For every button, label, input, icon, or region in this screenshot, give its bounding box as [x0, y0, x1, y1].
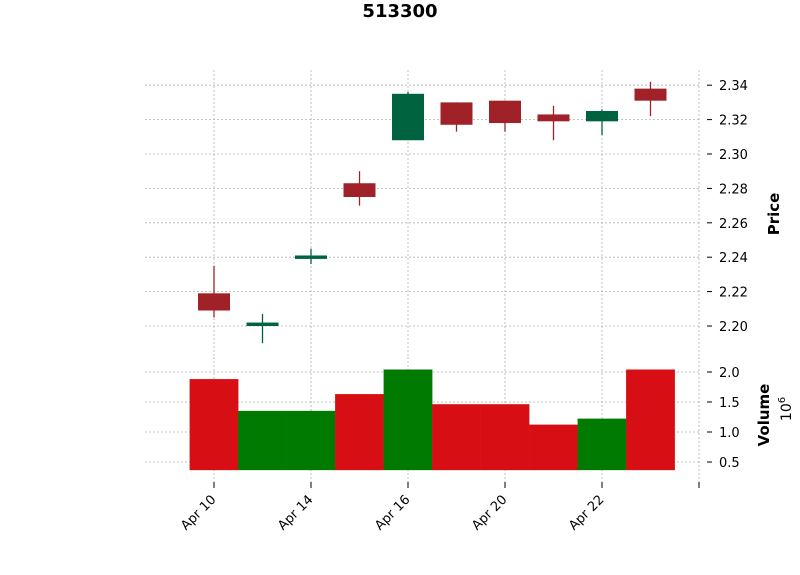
x-axis: Apr 10 Apr 14 Apr 16 Apr 20 Apr 22: [178, 482, 700, 534]
candles: [198, 81, 667, 344]
candle-body-down: [440, 102, 473, 125]
price-tick-label: 2.26: [719, 217, 748, 232]
price-tick-label: 2.22: [719, 286, 748, 301]
candle-body-down: [489, 100, 521, 124]
volume-tick-label: 1.0: [719, 426, 740, 441]
volume-tick-label: 0.5: [719, 456, 740, 471]
price-axis: 2.20 2.22 2.24 2.26 2.28 2.30 2.32 2.34: [707, 79, 748, 335]
x-tick-label: Apr 16: [372, 492, 413, 533]
volume-bar-down: [626, 369, 675, 471]
volume-exponent-base: 10: [779, 403, 795, 421]
price-tick-label: 2.34: [719, 79, 748, 94]
price-tick-label: 2.32: [719, 114, 748, 129]
price-tick-label: 2.28: [719, 182, 748, 197]
price-tick-label: 2.24: [719, 251, 748, 266]
volume-axis: 0.5 1.0 1.5 2.0: [707, 366, 740, 471]
candle-body-down: [537, 114, 570, 122]
volume-bar-down: [432, 404, 481, 471]
volume-bar-up: [577, 418, 627, 471]
volume-bar-up: [238, 410, 287, 471]
volume-bar-up: [383, 369, 433, 471]
price-grid: [145, 70, 700, 357]
x-tick-label: Apr 14: [275, 492, 316, 533]
volume-tick-label: 2.0: [719, 366, 740, 381]
candle-body-down: [634, 88, 667, 101]
volume-axis-title: Volume: [755, 384, 773, 447]
x-tick-label: Apr 22: [566, 492, 607, 533]
candle-body-up: [246, 322, 279, 326]
volume-exponent-power: 6: [777, 397, 788, 403]
volume-bar-down: [529, 424, 578, 471]
price-tick-label: 2.30: [719, 148, 748, 163]
volume-bar-up: [286, 410, 336, 471]
candle-body-up: [392, 93, 424, 141]
volume-bars: [189, 369, 675, 471]
volume-exponent-label: 106: [777, 397, 795, 421]
volume-tick-label: 1.5: [719, 396, 740, 411]
x-tick-label: Apr 20: [469, 492, 510, 533]
candle-body-down: [198, 293, 230, 311]
x-tick-label: Apr 10: [178, 492, 219, 533]
candle-body-down: [343, 183, 376, 197]
chart-title: 513300: [362, 1, 437, 22]
candle-body-up: [586, 111, 618, 122]
volume-bar-down: [335, 394, 384, 471]
volume-bar-down: [480, 404, 530, 471]
candle-body-up: [295, 255, 327, 259]
price-tick-label: 2.20: [719, 320, 748, 335]
volume-bar-down: [189, 379, 239, 471]
price-axis-title: Price: [765, 193, 783, 236]
